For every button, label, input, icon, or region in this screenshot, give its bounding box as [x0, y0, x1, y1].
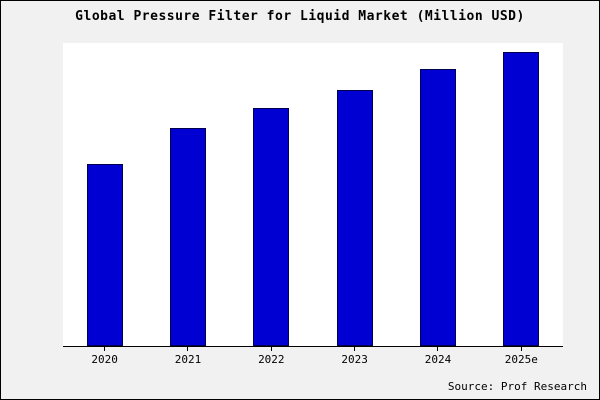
tick-mark: [437, 347, 439, 351]
source-credit: Source: Prof Research: [447, 380, 587, 393]
x-tick-label: 2025e: [504, 353, 538, 366]
tick-mark: [354, 347, 356, 351]
x-axis-labels: 2020 2021 2022 2023 2024 2025e: [63, 347, 563, 366]
bar-2023: [336, 89, 373, 346]
bar-2022: [253, 107, 290, 346]
bar-2025e: [503, 51, 540, 346]
tick-mark: [187, 347, 189, 351]
tick-mark: [104, 347, 106, 351]
x-tick-label: 2024: [424, 353, 452, 366]
x-tick-label: 2022: [258, 353, 285, 366]
x-tick-label: 2023: [341, 353, 368, 366]
x-tick-2025e: 2025e: [480, 347, 563, 366]
bar-cell-2025e: [480, 43, 563, 346]
bar-cell-2023: [313, 43, 396, 346]
x-tick-2020: 2020: [63, 347, 146, 366]
x-tick-2021: 2021: [146, 347, 229, 366]
bar-2021: [169, 128, 206, 346]
bar-cell-2020: [63, 43, 146, 346]
bar-cell-2022: [230, 43, 313, 346]
x-tick-2023: 2023: [313, 347, 396, 366]
tick-mark: [270, 347, 272, 351]
x-tick-label: 2021: [174, 353, 202, 366]
bar-2024: [419, 69, 456, 346]
bar-2020: [86, 163, 123, 346]
chart-title: Global Pressure Filter for Liquid Market…: [75, 9, 525, 24]
plot-area: [63, 43, 563, 347]
bar-cell-2021: [146, 43, 229, 346]
x-tick-label: 2020: [91, 353, 118, 366]
x-tick-2024: 2024: [396, 347, 479, 366]
tick-mark: [520, 347, 522, 351]
x-tick-2022: 2022: [230, 347, 313, 366]
bar-cell-2024: [396, 43, 479, 346]
